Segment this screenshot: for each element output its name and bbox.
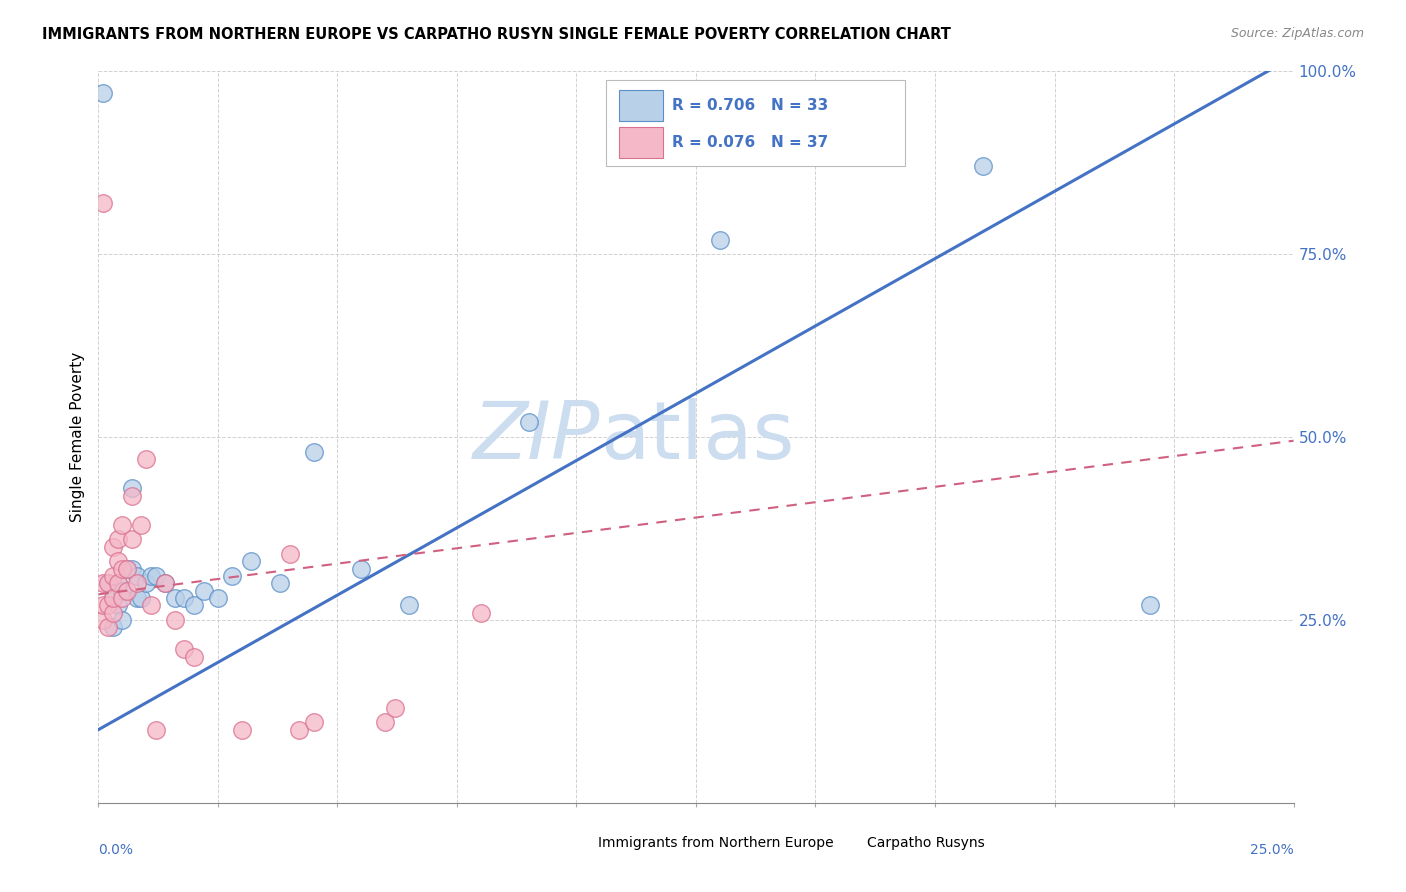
Point [111, 517, 134, 532]
Point [121, 562, 143, 576]
Point [350, 562, 373, 576]
Point [398, 599, 420, 613]
Point [183, 649, 205, 664]
Point [131, 517, 153, 532]
Text: Source: ZipAtlas.com: Source: ZipAtlas.com [1230, 27, 1364, 40]
Point [111, 591, 134, 605]
Text: IMMIGRANTS FROM NORTHERN EUROPE VS CARPATHO RUSYN SINGLE FEMALE POVERTY CORRELAT: IMMIGRANTS FROM NORTHERN EUROPE VS CARPA… [42, 27, 950, 42]
Point [972, 160, 994, 174]
Point [173, 591, 195, 605]
Point [155, 576, 177, 591]
Point [101, 606, 124, 620]
Point [384, 700, 406, 714]
Point [517, 416, 540, 430]
Point [107, 533, 129, 547]
Point [121, 481, 143, 495]
Point [288, 723, 311, 737]
Text: atlas: atlas [600, 398, 794, 476]
Point [101, 620, 124, 634]
Point [145, 723, 167, 737]
Point [240, 554, 263, 568]
Point [121, 533, 143, 547]
Point [155, 576, 177, 591]
Point [125, 569, 148, 583]
Point [193, 583, 215, 598]
Point [231, 723, 253, 737]
Point [91, 87, 114, 101]
Point [302, 444, 325, 458]
Point [145, 569, 167, 583]
FancyBboxPatch shape [620, 90, 662, 120]
Point [115, 562, 138, 576]
Point [131, 591, 153, 605]
Point [269, 576, 291, 591]
Point [125, 591, 148, 605]
Text: ZIP: ZIP [472, 398, 600, 476]
Text: 25.0%: 25.0% [1250, 843, 1294, 857]
Point [121, 489, 143, 503]
Text: R = 0.076   N = 37: R = 0.076 N = 37 [672, 135, 828, 150]
Point [139, 569, 162, 583]
Point [97, 620, 120, 634]
Point [183, 599, 205, 613]
Point [135, 452, 157, 467]
Point [207, 591, 229, 605]
Point [97, 576, 120, 591]
Point [115, 562, 138, 576]
Point [107, 599, 129, 613]
Point [101, 591, 124, 605]
Point [97, 576, 120, 591]
Point [91, 196, 114, 211]
Point [111, 613, 134, 627]
Point [107, 554, 129, 568]
Point [107, 576, 129, 591]
Point [97, 599, 120, 613]
Point [125, 576, 148, 591]
FancyBboxPatch shape [820, 830, 859, 855]
Point [374, 715, 396, 730]
Point [1139, 599, 1161, 613]
Point [101, 591, 124, 605]
Point [91, 599, 114, 613]
Point [139, 599, 162, 613]
Point [173, 642, 195, 657]
Point [278, 547, 301, 561]
Point [470, 606, 492, 620]
Point [709, 233, 731, 247]
FancyBboxPatch shape [620, 128, 662, 158]
FancyBboxPatch shape [550, 830, 591, 855]
Point [115, 583, 138, 598]
Text: Immigrants from Northern Europe: Immigrants from Northern Europe [598, 836, 834, 850]
Point [91, 613, 114, 627]
Point [91, 576, 114, 591]
Point [101, 540, 124, 554]
Point [163, 613, 186, 627]
Point [107, 576, 129, 591]
Text: Carpatho Rusyns: Carpatho Rusyns [868, 836, 984, 850]
Y-axis label: Single Female Poverty: Single Female Poverty [69, 352, 84, 522]
Text: R = 0.706   N = 33: R = 0.706 N = 33 [672, 98, 828, 113]
Point [163, 591, 186, 605]
Text: 0.0%: 0.0% [98, 843, 134, 857]
Point [135, 576, 157, 591]
Point [302, 715, 325, 730]
Point [221, 569, 243, 583]
FancyBboxPatch shape [606, 80, 905, 167]
Point [111, 562, 134, 576]
Point [101, 569, 124, 583]
Point [111, 583, 134, 598]
